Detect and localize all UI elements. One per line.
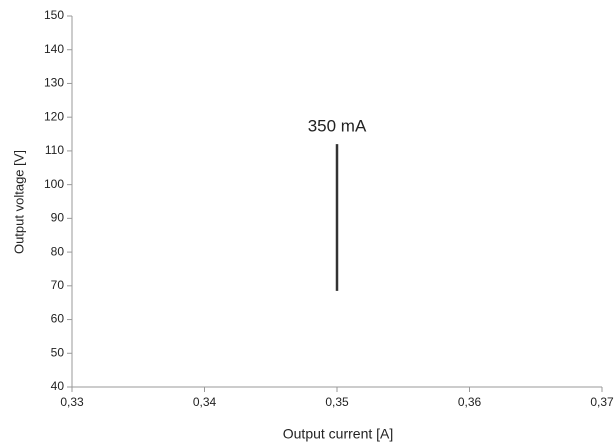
y-tick-label: 50 — [51, 345, 65, 359]
y-axis-label: Output voltage [V] — [11, 150, 26, 254]
y-tick-label: 150 — [44, 8, 64, 22]
y-tick-label: 140 — [44, 42, 64, 56]
x-tick-label: 0,35 — [325, 395, 349, 409]
y-tick-label: 130 — [44, 76, 64, 90]
y-tick-label: 90 — [51, 211, 65, 225]
x-tick-label: 0,37 — [590, 395, 614, 409]
x-axis-label: Output current [A] — [283, 426, 394, 442]
y-tick-label: 120 — [44, 109, 64, 123]
y-tick-label: 70 — [51, 278, 65, 292]
y-tick-label: 80 — [51, 244, 65, 258]
y-tick-label: 100 — [44, 177, 64, 191]
annotation: 350 mA — [308, 117, 367, 136]
x-tick-label: 0,34 — [193, 395, 217, 409]
y-tick-label: 40 — [51, 379, 65, 393]
x-tick-label: 0,36 — [458, 395, 482, 409]
y-tick-label: 60 — [51, 312, 65, 326]
y-tick-label: 110 — [45, 143, 64, 157]
x-tick-label: 0,33 — [60, 395, 84, 409]
